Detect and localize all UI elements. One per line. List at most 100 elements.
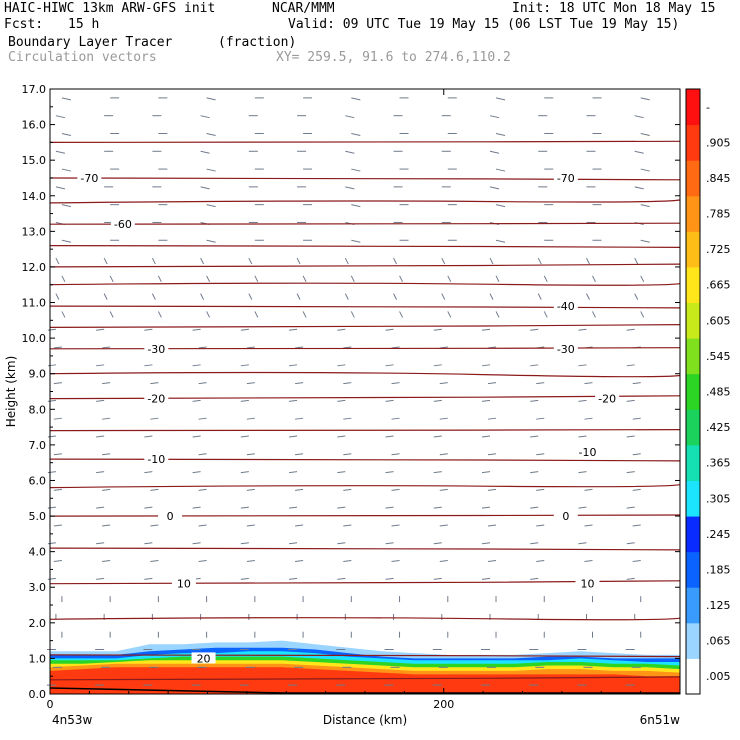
y-axis-title: Height (km) [4,356,18,427]
circulation-vector [198,453,207,456]
circulation-vector [391,488,400,491]
contour-labels: -70 -70 -60 -40 -30 -30 -20 -20 -10 -10 0 0 10 10 20 [77,171,620,665]
circulation-vector [487,417,497,420]
colorbar-swatch [686,444,700,481]
circulation-vector [55,257,60,265]
colorbar-label: .605 [706,314,731,327]
circulation-vector [439,488,448,491]
circulation-vector [385,435,394,438]
circulation-vector [198,417,207,420]
circulation-vector [61,132,72,136]
contour-label: 10 [177,578,191,591]
circulation-vector [53,488,62,491]
colorbar-swatch [686,587,700,624]
circulation-vector [626,577,635,580]
circulation-vector [536,560,545,563]
circulation-vector [385,328,394,331]
circulation-vector [302,311,307,318]
y-tick-label: 10.0 [22,332,47,345]
circulation-vector [391,560,400,563]
circulation-vector [192,328,201,331]
circulation-vector [192,364,201,367]
circulation-vector [289,399,298,402]
y-tick-label: 4.0 [29,546,47,559]
x-axis-title: Distance (km) [323,713,407,727]
circulation-vector [447,311,452,318]
y-tick-label: 3.0 [29,581,47,594]
contour-label: -10 [578,446,596,459]
y-tick-label: 2.0 [29,617,47,630]
circulation-vector [433,577,442,580]
contour-line [49,395,681,400]
colorbar-swatch [686,658,700,695]
circulation-vector [433,506,442,509]
circulation-vector [289,577,298,580]
circulation-vector [53,417,62,420]
circulation-vector [53,560,62,563]
colorbar-label: .065 [706,635,731,648]
circulation-vector [640,168,650,172]
circulation-vector [343,382,352,385]
circulation-vector [447,275,452,283]
circulation-vector [543,275,548,283]
circulation-vector [592,275,596,283]
contour-line [49,484,681,489]
circulation-vector [289,542,298,545]
circulation-vector [246,560,255,563]
contour-label: -20 [147,393,165,406]
circulation-vector [433,542,442,545]
contour-line [49,347,681,350]
circulation-vector [61,168,72,172]
contour-label-bg [171,577,196,589]
circulation-vector [157,311,162,318]
circulation-vector [240,399,249,402]
circulation-vector [391,417,400,420]
contour-label-bg [158,510,183,522]
circulation-vector [626,364,635,367]
circulation-vector [206,204,216,208]
circulation-vector [206,239,216,243]
circulation-vector [536,382,545,385]
circulation-vector [150,382,159,385]
circulation-vector [385,471,394,474]
colorbar-label: .185 [706,563,731,576]
circulation-vector [439,560,448,563]
circulation-vector [102,417,111,420]
colorbar-swatch [686,89,700,126]
circulation-vector [240,506,249,509]
circulation-vector [481,435,491,438]
circulation-vector [150,560,159,563]
circulation-vector [337,364,346,367]
circulation-vector [632,488,641,491]
circulation-vector [61,97,72,101]
circulation-vector [634,115,644,119]
colorbar-label: .245 [706,528,731,541]
contour-line [49,324,681,328]
circulation-vector [481,542,491,545]
circulation-vector [206,97,216,101]
circulation-vector [640,275,645,283]
colorbar-label: .365 [706,457,731,470]
circulation-vector [385,506,394,509]
circulation-vector [632,560,641,563]
organization-label: NCAR/MMM [272,1,335,16]
circulation-vector [61,204,72,208]
circulation-vector [351,239,361,243]
circulation-vector [103,293,108,300]
colorbar-label: .305 [706,492,731,505]
contour-line [49,371,681,378]
contour-label-bg [144,453,169,465]
circulation-vector [240,542,249,545]
circulation-vector [246,488,255,491]
circulation-vector [289,364,298,367]
circulation-vector [47,328,56,331]
circulation-vector [47,471,56,474]
circulation-vector [254,311,259,318]
contour-label: -70 [80,172,98,185]
circulation-vector [96,471,105,474]
circulation-vector [192,471,201,474]
contour-line [49,429,681,432]
circulation-vector [206,311,211,318]
circulation-vector [144,471,153,474]
colorbar-swatch [686,160,700,197]
